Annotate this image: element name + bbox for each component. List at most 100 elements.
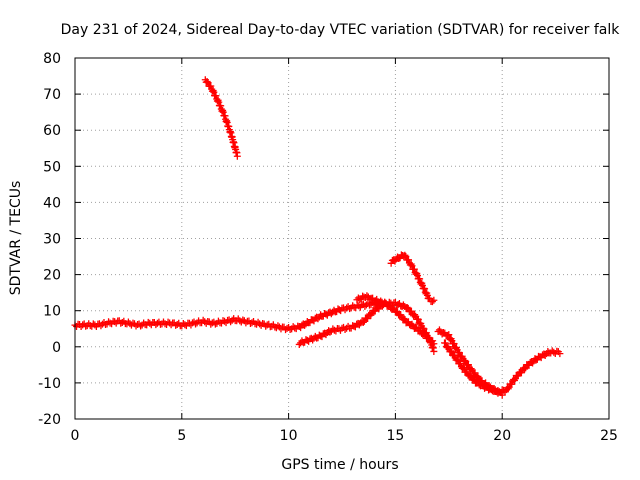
data-point (430, 296, 438, 304)
x-axis-label: GPS time / hours (281, 457, 398, 473)
data-point (389, 304, 397, 312)
data-point (421, 285, 429, 293)
data-point (254, 318, 262, 326)
data-point (414, 315, 422, 323)
data-point (227, 318, 235, 326)
y-tick-label: 40 (43, 195, 61, 211)
data-point (124, 318, 132, 326)
data-point (401, 251, 409, 259)
data-point (199, 316, 207, 324)
data-point (521, 365, 529, 373)
data-point (403, 303, 411, 311)
data-point (422, 290, 430, 298)
data-point (239, 316, 247, 324)
chart-title: Day 231 of 2024, Sidereal Day-to-day VTE… (61, 22, 621, 38)
data-point (301, 321, 309, 329)
data-point (295, 340, 303, 348)
data-point (173, 320, 181, 328)
data-point (274, 322, 282, 330)
data-point (210, 88, 218, 96)
series-arc-7 (441, 339, 506, 399)
data-point (550, 348, 558, 356)
x-tick-label: 15 (386, 428, 404, 444)
y-tick-label: 30 (43, 232, 61, 248)
y-tick-label: 20 (43, 268, 61, 284)
data-point (447, 347, 455, 355)
data-point (498, 391, 506, 399)
data-point (430, 340, 438, 348)
data-point (341, 325, 349, 333)
data-point (417, 280, 425, 288)
y-axis-label: SDTVAR / TECUs (8, 181, 24, 296)
data-point (416, 326, 424, 334)
y-tick-label: 80 (43, 51, 61, 67)
data-point (467, 365, 475, 373)
data-point (363, 292, 371, 300)
data-point (192, 320, 200, 328)
data-point (399, 301, 407, 309)
data-point (207, 82, 215, 90)
data-point (410, 265, 418, 273)
data-point (453, 355, 461, 363)
x-tick-label: 5 (177, 428, 186, 444)
data-point (79, 321, 87, 329)
x-tick-label: 0 (71, 428, 80, 444)
data-point (327, 310, 335, 318)
data-point (248, 319, 256, 327)
series-arc-5 (387, 251, 438, 306)
data-point (118, 318, 126, 326)
data-point (400, 314, 408, 322)
data-point (359, 318, 367, 326)
y-tick-label: 70 (43, 87, 61, 103)
data-point (233, 152, 241, 160)
data-point (356, 296, 364, 304)
data-point (364, 315, 372, 323)
data-point (445, 331, 453, 339)
data-point (395, 254, 403, 262)
data-point (394, 308, 402, 316)
y-tick-label: 60 (43, 123, 61, 139)
grid-lines (75, 58, 609, 419)
data-point (91, 321, 99, 329)
data-point (355, 302, 363, 310)
data-series (71, 76, 564, 399)
data-point (504, 385, 512, 393)
data-point (405, 256, 413, 264)
data-point (416, 275, 424, 283)
y-tick-label: -10 (38, 376, 61, 392)
data-point (446, 336, 454, 344)
x-tick-label: 20 (493, 428, 511, 444)
data-point (463, 368, 471, 376)
data-point (406, 261, 414, 269)
data-point (556, 350, 564, 358)
data-point (514, 372, 522, 380)
data-point (203, 77, 211, 85)
data-point (450, 340, 458, 348)
y-tick-label: 50 (43, 159, 61, 175)
data-point (213, 97, 221, 105)
data-point (430, 347, 438, 355)
data-point (209, 86, 217, 94)
x-tick-label: 10 (280, 428, 298, 444)
data-point (361, 302, 369, 310)
data-point (428, 298, 436, 306)
y-tick-label: -20 (38, 412, 61, 428)
x-tick-label: 25 (600, 428, 618, 444)
data-point (452, 344, 460, 352)
data-point (146, 319, 154, 327)
data-point (212, 92, 220, 100)
series-arc-4 (353, 292, 438, 348)
series-arc-2 (201, 76, 241, 160)
data-point (208, 87, 216, 95)
y-tick-label: 0 (52, 340, 61, 356)
data-point (469, 375, 477, 383)
data-point (508, 380, 516, 388)
axis-ticks: 0 5 10 15 20 25 -20 -10 0 10 20 30 40 50 60 70 80 (38, 51, 618, 444)
data-point (407, 307, 415, 315)
data-point (97, 322, 105, 330)
data-point (471, 369, 479, 377)
data-point (137, 322, 145, 330)
data-point (161, 320, 169, 328)
data-point (441, 339, 449, 347)
